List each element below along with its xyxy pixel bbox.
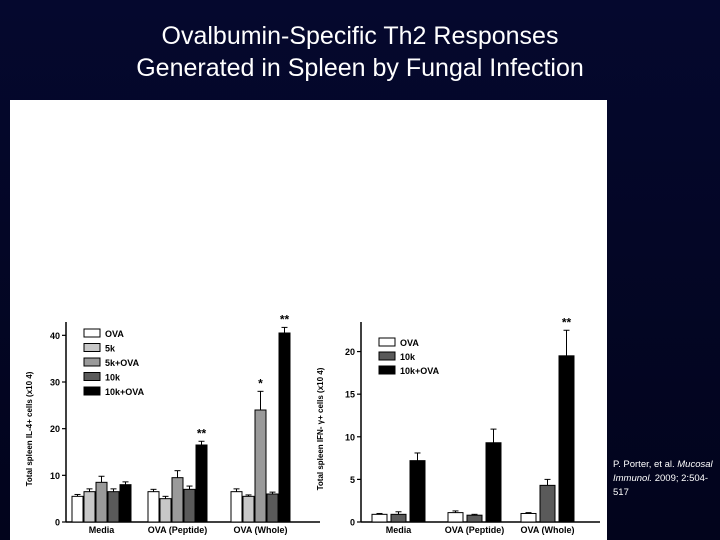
chart1-y-tick-label: 40	[50, 331, 60, 341]
chart2-legend-label: 10k	[400, 352, 416, 362]
chart1-legend-label: 10k+OVA	[105, 387, 145, 397]
citation: P. Porter, et al. Mucosal Immunol. 2009;…	[613, 458, 717, 500]
chart1-legend-swatch	[83, 386, 101, 396]
chart1-y-tick-label: 30	[50, 378, 60, 388]
chart1-bar	[230, 491, 243, 523]
chart2-x-tick-label: OVA (Peptide)	[445, 525, 505, 535]
chart1-bar	[147, 491, 160, 523]
chart1-legend-label: OVA	[105, 329, 124, 339]
chart1-bar	[171, 477, 184, 523]
chart2-bar	[466, 514, 483, 523]
chart2-legend-label: OVA	[400, 338, 419, 348]
chart2-bar	[447, 512, 464, 523]
chart1-bar	[254, 409, 267, 523]
chart1-bar	[242, 495, 255, 523]
chart1-bar	[71, 495, 84, 523]
chart1-significance-label: **	[280, 312, 290, 326]
chart1-x-tick-label: Media	[89, 525, 116, 535]
chart2-y-tick-label: 5	[350, 475, 355, 485]
chart1-bar	[119, 484, 132, 523]
figure-panel: 0 10 20 30 40 Total spleen IL-4+ cells (x10 4…	[10, 100, 607, 540]
slide-title: Ovalbumin-Specific Th2 Responses Generat…	[0, 20, 720, 84]
chart2-x-tick-label: OVA (Whole)	[521, 525, 575, 535]
citation-pages: 2:504-517	[613, 473, 709, 498]
chart1-significance-label: *	[258, 376, 263, 390]
chart1-y-axis-label: Total spleen IL-4+ cells (x10 4)	[25, 371, 34, 486]
chart2-bar	[409, 460, 426, 523]
chart1-legend-swatch	[83, 328, 101, 338]
chart1-y-tick-label: 20	[50, 424, 60, 434]
slide-title-line-2: Generated in Spleen by Fungal Infection	[136, 54, 584, 82]
chart1-bar	[183, 488, 196, 523]
chart1-y-tick-label: 0	[55, 518, 60, 528]
slide-title-line-1: Ovalbumin-Specific Th2 Responses	[161, 22, 559, 50]
chart2-bar	[539, 484, 556, 523]
chart2-legend-swatch	[378, 337, 396, 347]
chart2-x-tick-label: Media	[386, 525, 413, 535]
chart1-bar	[266, 493, 279, 523]
chart1-y-tick-label: 10	[50, 471, 60, 481]
chart2-legend-swatch	[378, 351, 396, 361]
chart1-significance-label: **	[197, 426, 207, 440]
chart1-legend-label: 10k	[105, 373, 121, 383]
chart2-y-tick-label: 20	[345, 347, 355, 357]
chart1-legend-swatch	[83, 343, 101, 352]
chart1-bar	[195, 444, 208, 523]
chart2-bar	[485, 442, 502, 523]
chart2-bar	[558, 355, 575, 523]
chart1-bar	[83, 491, 96, 523]
chart2-bar	[371, 513, 388, 523]
chart2-bar	[520, 512, 537, 523]
chart1-legend-swatch	[83, 372, 101, 381]
chart1-legend-label: 5k+OVA	[105, 358, 140, 368]
chart1-x-tick-label: OVA (Whole)	[234, 525, 288, 535]
chart2-significance-label: **	[562, 315, 572, 329]
citation-year: 2009;	[654, 473, 679, 484]
chart1-bar	[95, 481, 108, 523]
chart1-legend-label: 5k	[105, 344, 116, 354]
figure-svg: 0 10 20 30 40 Total spleen IL-4+ cells (x10 4…	[25, 312, 600, 535]
chart1-x-tick-label: OVA (Peptide)	[148, 525, 208, 535]
citation-journal: Mucosal Immunol.	[613, 459, 713, 484]
chart1-legend-swatch	[83, 357, 101, 367]
chart2-bar	[390, 513, 407, 523]
chart2-legend-label: 10k+OVA	[400, 366, 440, 376]
chart2-y-tick-label: 10	[345, 432, 355, 442]
chart2-y-axis-label: Total spleen IFN- γ+ cells (x10 4)	[316, 367, 325, 490]
citation-authors: P. Porter, et al.	[613, 459, 675, 470]
chart1-bar	[278, 332, 291, 523]
chart1-bar	[159, 498, 172, 523]
chart2-legend-swatch	[378, 365, 396, 375]
chart2-y-tick-label: 0	[350, 518, 355, 528]
chart2-y-tick-label: 15	[345, 390, 355, 400]
chart1-bar	[107, 491, 120, 523]
